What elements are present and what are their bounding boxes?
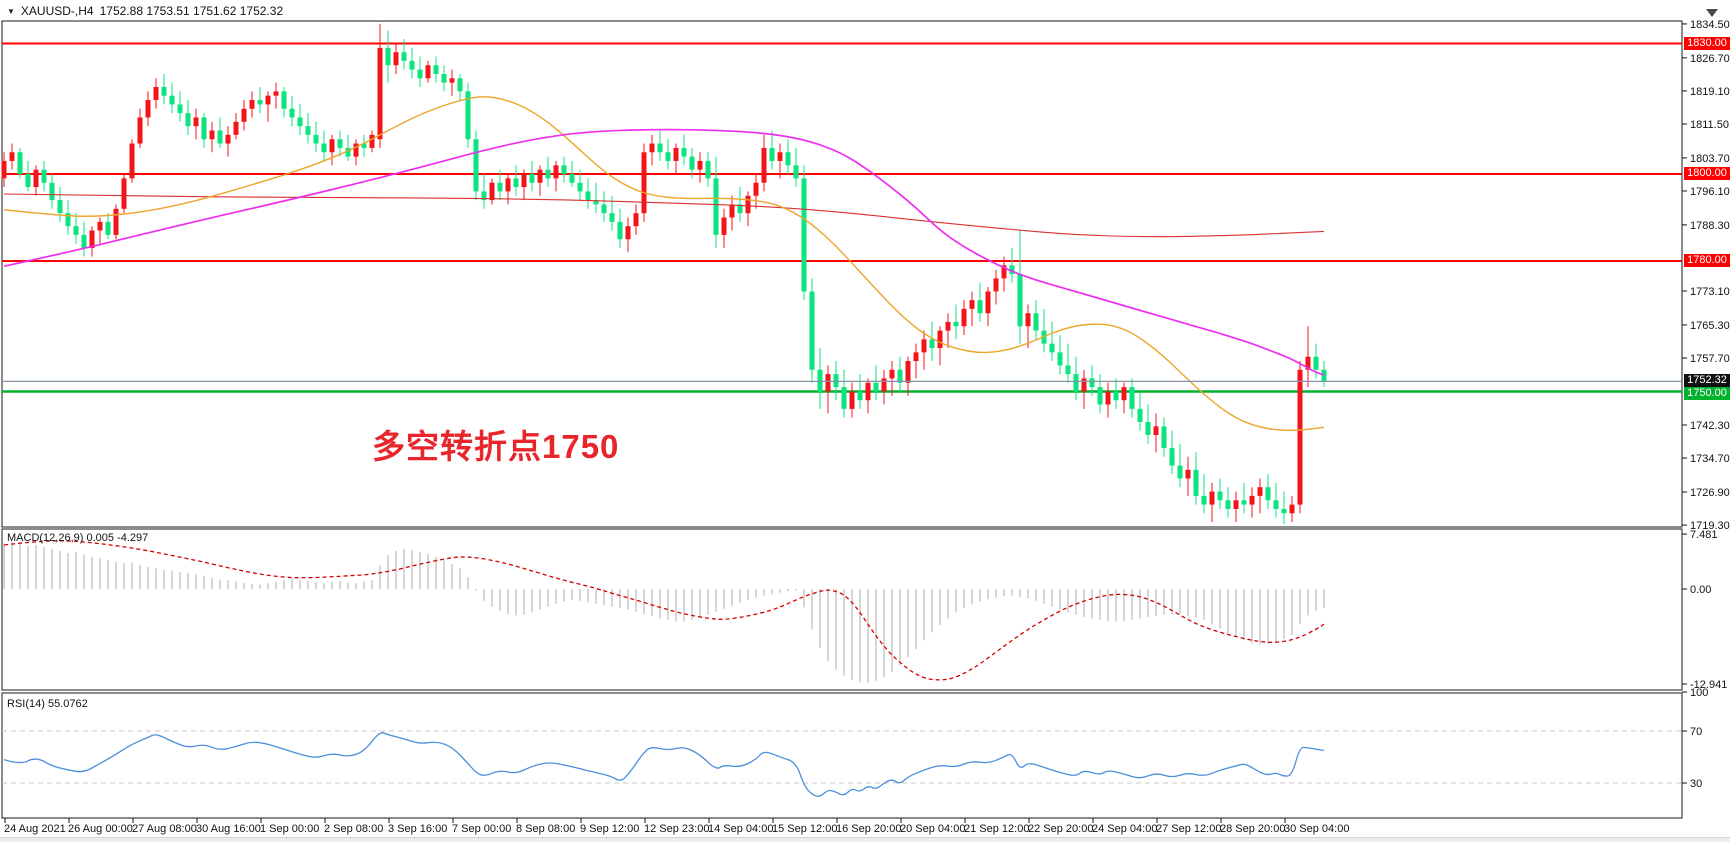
main-panel-frame <box>1 20 1683 528</box>
svg-text:30 Sep 04:00: 30 Sep 04:00 <box>1284 823 1349 835</box>
resistance-price-tag-1780: 1780.00 <box>1684 254 1730 267</box>
macd-axis[interactable]: 7.481 0.00 -12.941 <box>1682 529 1727 691</box>
chart-shift-marker-icon[interactable] <box>1706 9 1718 17</box>
svg-text:-12.941: -12.941 <box>1690 679 1727 691</box>
ma-magenta-line <box>3 128 1325 376</box>
symbol-title: XAUUSD-,H4 <box>20 4 94 18</box>
resistance-price-tag-1800: 1800.00 <box>1684 167 1730 180</box>
svg-text:21 Sep 12:00: 21 Sep 12:00 <box>964 823 1029 835</box>
svg-text:14 Sep 04:00: 14 Sep 04:00 <box>708 823 773 835</box>
svg-text:20 Sep 04:00: 20 Sep 04:00 <box>900 823 965 835</box>
ma-magenta-line <box>3 128 1325 376</box>
svg-text:1834.50: 1834.50 <box>1690 19 1730 31</box>
svg-text:1773.10: 1773.10 <box>1690 286 1730 298</box>
time-axis[interactable]: 24 Aug 2021 26 Aug 00:00 27 Aug 08:00 30 Au… <box>4 818 1349 835</box>
panel-frames <box>1 20 1683 819</box>
svg-text:30: 30 <box>1690 778 1702 790</box>
ma-red-line <box>3 193 1325 238</box>
ma-orange-line <box>3 96 1325 432</box>
svg-text:1826.70: 1826.70 <box>1690 53 1730 65</box>
support-price-tag-1750: 1750.00 <box>1684 387 1730 400</box>
macd-signal-group <box>3 540 1325 681</box>
rsi-axis[interactable]: 100 70 30 <box>1682 687 1708 790</box>
macd-indicator-label: MACD(12,26,9) 0.005 -4.297 <box>7 532 149 544</box>
svg-text:1 Sep 00:00: 1 Sep 00:00 <box>260 823 319 835</box>
svg-text:1719.30: 1719.30 <box>1690 520 1730 532</box>
svg-text:30 Aug 16:00: 30 Aug 16:00 <box>196 823 261 835</box>
macd-panel-frame <box>1 528 1683 691</box>
svg-text:9 Sep 12:00: 9 Sep 12:00 <box>580 823 639 835</box>
macd-signal-line <box>3 540 1325 681</box>
svg-text:0.00: 0.00 <box>1690 584 1711 596</box>
svg-text:1811.50: 1811.50 <box>1690 119 1729 131</box>
resistance-price-tag-1830: 1830.00 <box>1684 37 1730 50</box>
svg-text:1726.90: 1726.90 <box>1690 487 1730 499</box>
macd-histogram <box>3 542 1325 683</box>
symbol-dropdown-icon[interactable]: ▼ <box>7 6 15 16</box>
svg-text:24 Sep 04:00: 24 Sep 04:00 <box>1092 823 1157 835</box>
svg-text:1819.10: 1819.10 <box>1690 86 1730 98</box>
svg-text:8 Sep 08:00: 8 Sep 08:00 <box>516 823 575 835</box>
current-bid-price-tag: 1752.32 <box>1684 374 1730 387</box>
window-bottom-edge <box>0 837 1730 842</box>
svg-text:7 Sep 00:00: 7 Sep 00:00 <box>452 823 511 835</box>
svg-text:1734.70: 1734.70 <box>1690 453 1730 465</box>
symbol-bar: ▼ XAUUSD-,H4 1752.88 1753.51 1751.62 175… <box>7 4 283 18</box>
level-lines <box>2 42 1682 393</box>
svg-text:16 Sep 20:00: 16 Sep 20:00 <box>836 823 901 835</box>
svg-text:3 Sep 16:00: 3 Sep 16:00 <box>388 823 447 835</box>
svg-text:1796.10: 1796.10 <box>1690 186 1730 198</box>
svg-text:100: 100 <box>1690 687 1708 699</box>
svg-text:27 Aug 08:00: 27 Aug 08:00 <box>132 823 197 835</box>
svg-text:12 Sep 23:00: 12 Sep 23:00 <box>644 823 709 835</box>
ma-red-line <box>3 193 1325 238</box>
chart-annotation-text[interactable]: 多空转折点1750 <box>372 428 620 465</box>
rsi-group <box>2 730 1682 797</box>
svg-text:1765.30: 1765.30 <box>1690 320 1730 332</box>
ma-orange-line <box>3 96 1325 432</box>
svg-text:27 Sep 12:00: 27 Sep 12:00 <box>1156 823 1221 835</box>
svg-text:70: 70 <box>1690 726 1702 738</box>
svg-text:7.481: 7.481 <box>1690 529 1718 541</box>
price-axis[interactable]: 1834.50 1826.70 1819.10 1811.50 1803.70 1796.… <box>1682 19 1730 532</box>
svg-text:28 Sep 20:00: 28 Sep 20:00 <box>1220 823 1285 835</box>
rsi-panel-frame <box>1 692 1683 819</box>
svg-text:1757.70: 1757.70 <box>1690 353 1730 365</box>
svg-text:24 Aug 2021: 24 Aug 2021 <box>4 823 66 835</box>
svg-text:1788.30: 1788.30 <box>1690 220 1730 232</box>
svg-text:22 Sep 20:00: 22 Sep 20:00 <box>1028 823 1093 835</box>
ohlc-values: 1752.88 1753.51 1751.62 1752.32 <box>99 4 284 18</box>
svg-text:1803.70: 1803.70 <box>1690 153 1730 165</box>
rsi-line <box>3 732 1325 797</box>
candlestick-series <box>1 23 1327 525</box>
rsi-indicator-label: RSI(14) 55.0762 <box>7 698 88 710</box>
svg-text:15 Sep 12:00: 15 Sep 12:00 <box>772 823 837 835</box>
svg-text:1742.30: 1742.30 <box>1690 420 1730 432</box>
svg-text:26 Aug 00:00: 26 Aug 00:00 <box>68 823 133 835</box>
svg-text:2 Sep 08:00: 2 Sep 08:00 <box>324 823 383 835</box>
